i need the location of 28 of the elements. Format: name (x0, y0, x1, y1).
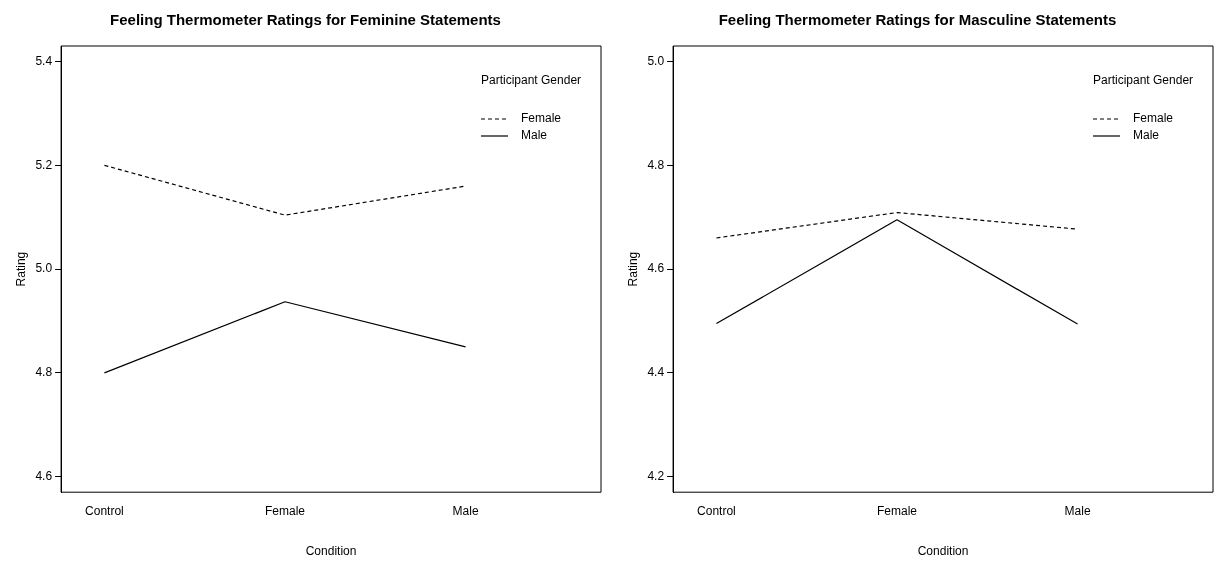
x-tick-label: Control (697, 503, 736, 518)
legend-label: Male (1133, 128, 1160, 143)
x-tick-label: Male (1064, 503, 1091, 518)
y-tick-label: 5.4 (35, 53, 53, 68)
x-tick-label: Control (85, 503, 124, 518)
y-tick-label: 5.0 (35, 261, 53, 276)
y-tick-label: 4.6 (35, 468, 53, 483)
y-tick-label: 4.6 (647, 261, 665, 276)
x-axis-title: Condition (305, 544, 357, 559)
y-axis-title: Rating (625, 251, 640, 287)
y-tick-label: 4.2 (647, 468, 665, 483)
legend-title: Participant Gender (1093, 73, 1194, 88)
y-axis-title: Rating (13, 251, 28, 287)
legend-label: Female (1133, 111, 1174, 126)
chart-title: Feeling Thermometer Ratings for Masculine Statements (718, 11, 1117, 29)
y-tick-label: 4.8 (35, 365, 53, 380)
y-tick-label: 5.0 (647, 53, 665, 68)
x-axis-title: Condition (917, 544, 969, 559)
legend-label: Female (521, 111, 562, 126)
legend-title: Participant Gender (481, 73, 582, 88)
chart-title: Feeling Thermometer Ratings for Feminine Statements (110, 11, 501, 29)
legend-label: Male (521, 128, 548, 143)
x-tick-label: Female (876, 503, 918, 518)
x-tick-label: Male (452, 503, 479, 518)
y-tick-label: 4.8 (647, 157, 665, 172)
y-tick-label: 4.4 (647, 365, 665, 380)
x-tick-label: Female (264, 503, 306, 518)
y-tick-label: 5.2 (35, 157, 53, 172)
